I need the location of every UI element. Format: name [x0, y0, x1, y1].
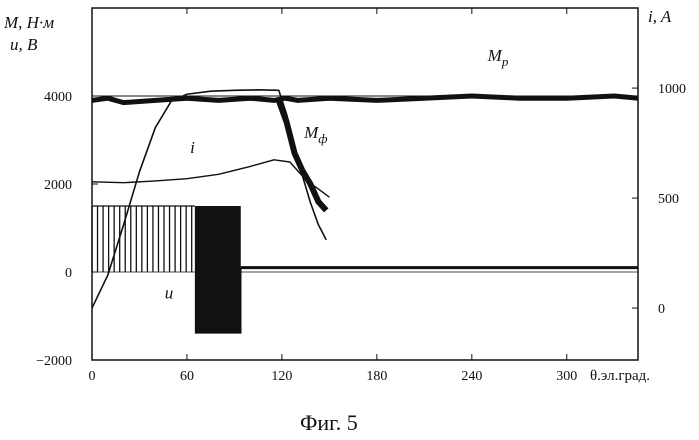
- series-label-Mp: Mp: [487, 46, 509, 69]
- series-mload-line: [92, 160, 329, 197]
- x-tick-label: 240: [461, 369, 482, 384]
- x-tick-label: 120: [271, 369, 292, 384]
- x-tick-label: 180: [366, 369, 387, 384]
- plot-frame: [92, 8, 638, 360]
- series-label-u: u: [165, 283, 174, 302]
- x-axis-label: θ.эл.град.: [590, 368, 650, 384]
- right-axis-label: i, A: [648, 7, 672, 26]
- u-solid-block: [195, 206, 241, 334]
- series-label-Mф: Mф: [303, 123, 327, 146]
- y-tick-label: 2000: [44, 178, 72, 193]
- left-axis-label-2: u, B: [10, 35, 38, 54]
- x-tick-label: 300: [556, 369, 577, 384]
- right-y-tick-label: 500: [658, 192, 679, 207]
- right-y-tick-label: 1000: [658, 82, 686, 97]
- series-mf-line: [279, 100, 326, 210]
- series-label-i: i: [190, 138, 195, 157]
- series-label-sub: ф: [318, 131, 327, 146]
- figure-caption: Фиг. 5: [300, 410, 358, 435]
- y-tick-label: 4000: [44, 90, 72, 105]
- y-tick-label: 0: [65, 266, 72, 281]
- x-tick-label: 0: [89, 369, 96, 384]
- right-y-tick-label: 0: [658, 302, 665, 317]
- left-axis-label-1: M, Н·м: [3, 13, 54, 32]
- x-tick-label: 60: [180, 369, 194, 384]
- series-label-sub: p: [501, 54, 509, 69]
- y-tick-label: −2000: [36, 354, 72, 369]
